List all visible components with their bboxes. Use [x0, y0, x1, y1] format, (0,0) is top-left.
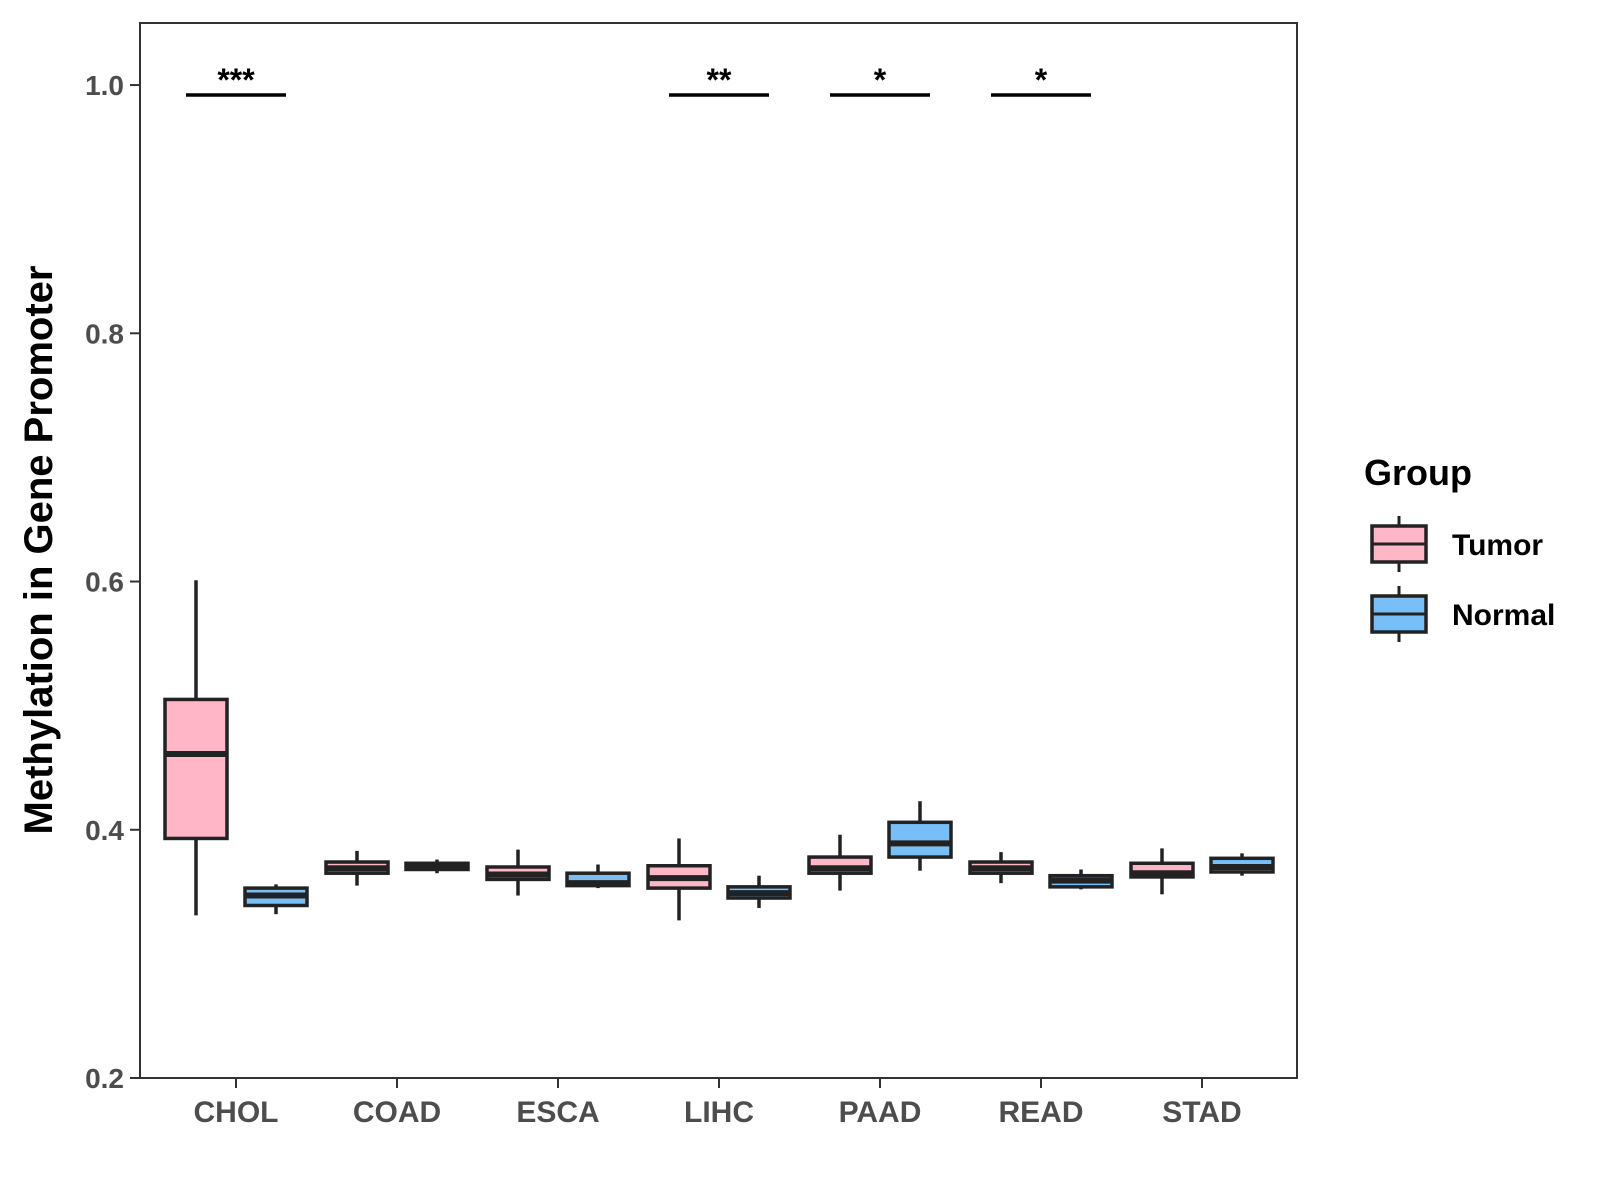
box-body: [887, 820, 953, 859]
x-tick-label: PAAD: [839, 1096, 922, 1129]
box-normal-esca: [565, 864, 631, 889]
legend: Group Tumor Normal: [1364, 452, 1555, 642]
box-normal-read: [1048, 869, 1114, 890]
box-normal-coad: [404, 859, 470, 874]
y-tick-label: 0.6: [85, 567, 124, 598]
box-tumor-lihc: [646, 838, 712, 921]
x-tick-label: CHOL: [194, 1096, 279, 1129]
box-tumor-read: [968, 852, 1034, 884]
significance-label: ***: [217, 62, 255, 98]
box-normal-lihc: [726, 875, 792, 908]
box-body: [163, 697, 229, 841]
x-tick-label: LIHC: [684, 1096, 754, 1129]
significance-label: **: [707, 62, 732, 98]
x-tick-label: READ: [998, 1096, 1083, 1129]
y-tick-label: 0.2: [85, 1063, 124, 1094]
box-tumor-esca: [485, 849, 551, 896]
box-normal-stad: [1209, 853, 1275, 876]
y-tick-label: 0.8: [85, 318, 124, 349]
box-tumor-coad: [324, 850, 390, 886]
significance-annotations: *** ** * *: [186, 62, 1091, 98]
plot-panel: [139, 22, 1298, 1079]
box-tumor-stad: [1129, 848, 1195, 895]
box-series: [163, 580, 1275, 921]
legend-label-tumor: Tumor: [1452, 529, 1543, 562]
significance-label: *: [1035, 62, 1048, 98]
y-axis-title: Methylation in Gene Promoter: [17, 266, 61, 835]
box-tumor-paad: [807, 834, 873, 891]
x-tick-label: STAD: [1162, 1096, 1241, 1129]
x-tick-label: COAD: [353, 1096, 441, 1129]
box-tumor-chol: [163, 580, 229, 916]
significance-label: *: [874, 62, 887, 98]
box-normal-paad: [887, 801, 953, 871]
y-tick-label: 1.0: [85, 70, 124, 101]
x-axis: CHOL COAD ESCA LIHC PAAD READ STAD: [140, 1077, 1297, 1129]
x-tick-label: ESCA: [516, 1096, 599, 1129]
y-tick-label: 0.4: [85, 815, 124, 846]
legend-title: Group: [1364, 452, 1472, 493]
legend-key-normal: [1370, 586, 1428, 642]
box-normal-chol: [243, 884, 309, 915]
y-axis: 0.2 0.4 0.6 0.8 1.0: [85, 23, 141, 1094]
legend-key-tumor: [1370, 516, 1428, 572]
legend-label-normal: Normal: [1452, 599, 1555, 632]
